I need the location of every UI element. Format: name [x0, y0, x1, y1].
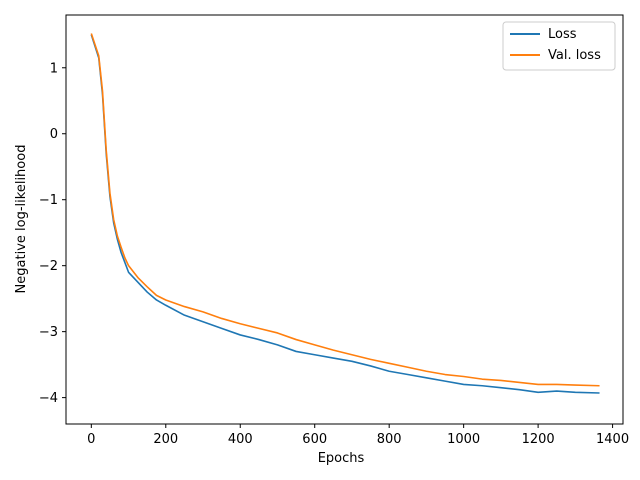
- plot-background: [66, 15, 623, 424]
- y-tick-label: −2: [39, 259, 58, 274]
- plot-frame: [65, 14, 624, 425]
- y-tick-label: 1: [50, 61, 58, 76]
- x-axis-label: Epochs: [318, 451, 365, 466]
- y-tick-label: 0: [50, 127, 58, 142]
- series-line-loss: [90, 34, 600, 394]
- series-layer: [90, 33, 600, 394]
- y-axis: −4 −3 −2 −1 0 1: [39, 61, 66, 406]
- x-tick-label: 1200: [522, 432, 555, 447]
- x-tick-label: 0: [87, 432, 95, 447]
- x-tick-label: 600: [302, 432, 327, 447]
- y-tick-label: −4: [39, 391, 58, 406]
- y-tick-label: −3: [39, 325, 58, 340]
- legend-label-val-loss: Val. loss: [548, 48, 601, 63]
- legend-label-loss: Loss: [548, 27, 577, 42]
- x-tick-label: 400: [228, 432, 253, 447]
- y-axis-label: Negative log-likelihood: [14, 145, 29, 294]
- x-tick-label: 1400: [596, 432, 629, 447]
- x-tick-label: 200: [153, 432, 178, 447]
- y-tick-label: −1: [39, 193, 58, 208]
- x-axis: 0 200 400 600 800 1000 1200 1400: [87, 424, 629, 447]
- x-tick-label: 800: [377, 432, 402, 447]
- series-line-val-loss: [90, 33, 600, 387]
- x-tick-label: 1000: [447, 432, 480, 447]
- legend: Loss Val. loss: [502, 21, 616, 71]
